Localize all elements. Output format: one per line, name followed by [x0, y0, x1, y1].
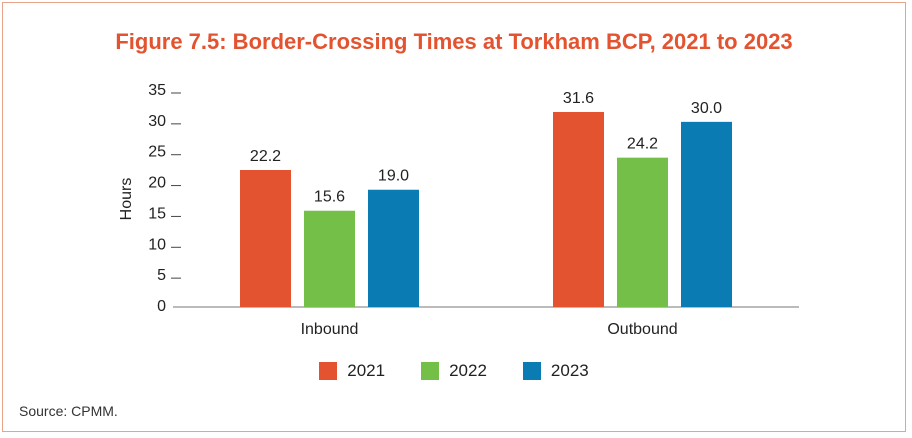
legend-swatch [421, 362, 440, 380]
bar-inbound-2022 [304, 210, 355, 307]
data-label: 22.2 [250, 148, 281, 165]
legend-label: 2022 [449, 361, 487, 380]
y-tick-label: 5 [157, 267, 166, 284]
bar-inbound-2023 [368, 189, 419, 307]
data-label: 31.6 [563, 90, 594, 107]
chart-legend: 2021 2022 2023 [3, 361, 905, 381]
source-note: Source: CPMM. [19, 403, 118, 419]
x-category-label: Outbound [607, 321, 677, 338]
bar-outbound-2021 [553, 111, 604, 308]
bar-chart: 0 5 10 15 20 25 30 35 Hours 22.2 15.6 19.0 Inbound 31… [118, 82, 799, 338]
legend-item-2022: 2022 [421, 361, 487, 381]
y-tick-label: 0 [157, 298, 166, 315]
x-category-label: Inbound [301, 321, 359, 338]
y-tick-label: 35 [148, 82, 166, 99]
y-tick-label: 25 [148, 144, 166, 161]
y-tick-label: 30 [148, 113, 166, 130]
legend-item-2021: 2021 [319, 361, 385, 381]
figure-frame: Figure 7.5: Border-Crossing Times at Tor… [2, 2, 906, 432]
bar-outbound-2023 [681, 121, 732, 307]
bar-inbound-2021 [240, 169, 291, 307]
data-label: 19.0 [378, 168, 409, 185]
bar-outbound-2022 [617, 157, 668, 307]
legend-label: 2021 [347, 361, 386, 380]
chart-title: Figure 7.5: Border-Crossing Times at Tor… [115, 29, 793, 54]
legend-item-2023: 2023 [522, 361, 589, 381]
legend-swatch [319, 362, 338, 380]
y-tick-label: 20 [148, 175, 166, 192]
legend-label: 2023 [550, 361, 589, 380]
y-tick-label: 15 [148, 205, 166, 222]
y-axis-title: Hours [118, 178, 135, 221]
data-label: 30.0 [691, 100, 722, 117]
legend-swatch [522, 362, 541, 380]
data-label: 24.2 [627, 136, 658, 153]
y-tick-label: 10 [148, 236, 166, 253]
data-label: 15.6 [314, 189, 345, 206]
